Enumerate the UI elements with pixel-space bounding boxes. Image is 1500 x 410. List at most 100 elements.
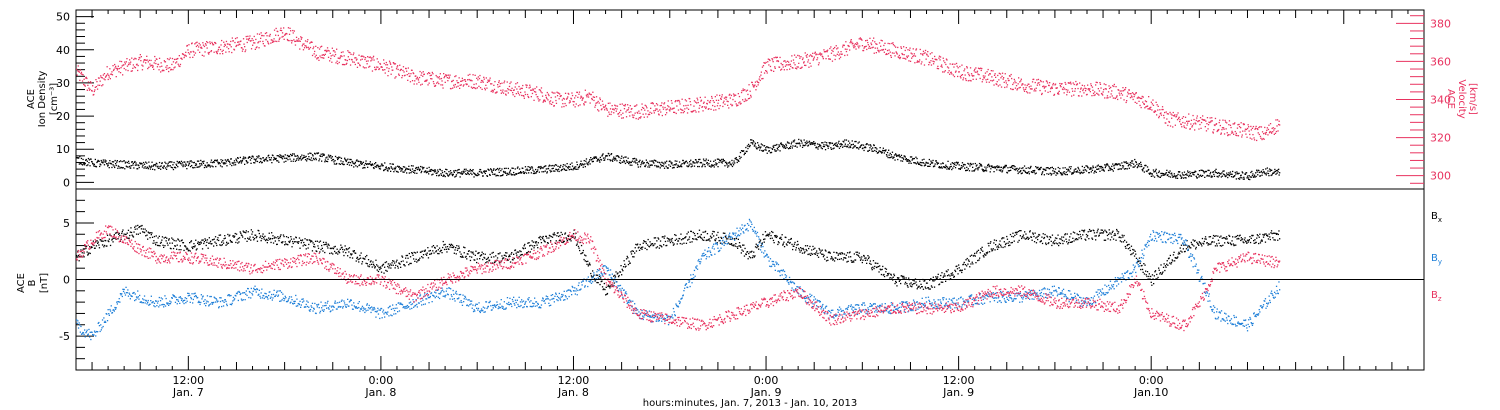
- data-point-ion-density: [843, 145, 845, 147]
- data-point-velocity: [272, 40, 274, 42]
- data-point-ion-density: [234, 164, 237, 166]
- data-point-ion-density: [180, 163, 182, 165]
- data-point-velocity: [714, 105, 716, 108]
- data-point-velocity: [757, 81, 759, 83]
- data-point-velocity: [506, 90, 508, 92]
- data-point-ion-density: [960, 165, 963, 167]
- data-point-ion-density: [608, 153, 610, 155]
- data-point-bx: [121, 231, 123, 233]
- data-point-velocity: [952, 63, 954, 65]
- data-point-velocity: [1023, 89, 1025, 91]
- data-point-ion-density: [365, 160, 367, 162]
- data-point-ion-density: [566, 169, 568, 171]
- data-point-velocity: [144, 59, 146, 61]
- data-point-ion-density: [713, 160, 715, 162]
- data-point-velocity: [539, 99, 541, 101]
- data-point-ion-density: [705, 160, 707, 162]
- data-point-ion-density: [1166, 174, 1168, 177]
- data-point-velocity: [175, 62, 177, 64]
- data-point-velocity: [623, 108, 626, 110]
- data-point-velocity: [528, 96, 530, 99]
- data-point-velocity: [1167, 124, 1169, 127]
- data-point-velocity: [1258, 126, 1260, 129]
- data-point-velocity: [789, 63, 791, 65]
- data-point-velocity: [1142, 101, 1144, 103]
- data-point-ion-density: [1139, 165, 1141, 168]
- data-point-velocity: [990, 70, 992, 72]
- data-point-velocity: [397, 65, 399, 67]
- data-point-ion-density: [852, 143, 854, 145]
- data-point-ion-density: [531, 166, 533, 168]
- data-point-ion-density: [777, 146, 780, 148]
- data-point-bx: [105, 240, 107, 242]
- data-point-velocity: [1041, 92, 1043, 95]
- data-point-ion-density: [456, 170, 458, 172]
- data-point-velocity: [509, 82, 511, 85]
- data-point-ion-density: [714, 164, 716, 166]
- data-point-velocity: [656, 108, 658, 110]
- data-point-velocity: [939, 59, 941, 61]
- bottom-left-tick-label: -5: [59, 330, 70, 343]
- data-point-ion-density: [988, 163, 990, 165]
- data-point-velocity: [822, 56, 824, 58]
- data-point-ion-density: [1154, 170, 1157, 172]
- data-point-ion-density: [271, 162, 273, 164]
- data-point-ion-density: [1176, 177, 1179, 179]
- data-point-ion-density: [1098, 165, 1101, 168]
- data-point-velocity: [504, 90, 506, 92]
- data-point-velocity: [1035, 90, 1037, 92]
- data-point-velocity: [411, 69, 413, 71]
- data-point-velocity: [473, 83, 475, 86]
- data-point-velocity: [350, 53, 352, 55]
- data-point-velocity: [538, 89, 540, 91]
- data-point-velocity: [571, 94, 574, 97]
- data-point-velocity: [1129, 97, 1132, 99]
- data-point-ion-density: [88, 162, 90, 164]
- data-point-ion-density: [817, 146, 820, 148]
- data-point-velocity: [288, 33, 291, 35]
- data-point-ion-density: [1120, 168, 1122, 170]
- data-point-ion-density: [750, 139, 752, 141]
- data-point-ion-density: [454, 169, 456, 172]
- data-point-ion-density: [85, 158, 87, 161]
- data-point-ion-density: [666, 160, 668, 162]
- data-point-velocity: [635, 117, 637, 120]
- data-point-velocity: [1020, 80, 1022, 82]
- data-point-velocity: [152, 66, 154, 68]
- data-point-velocity: [1197, 120, 1199, 122]
- data-point-velocity: [1019, 81, 1021, 83]
- data-point-velocity: [377, 61, 379, 63]
- data-point-ion-density: [721, 162, 723, 164]
- data-point-ion-density: [297, 156, 299, 158]
- data-point-velocity: [627, 109, 629, 111]
- data-point-velocity: [734, 94, 736, 96]
- data-point-velocity: [611, 105, 613, 107]
- data-point-ion-density: [935, 160, 937, 162]
- data-point-bx: [164, 245, 166, 247]
- data-point-velocity: [322, 54, 324, 56]
- data-point-ion-density: [1051, 173, 1053, 175]
- data-point-ion-density: [1062, 167, 1064, 169]
- data-point-velocity: [874, 47, 876, 49]
- data-point-ion-density: [1212, 171, 1214, 174]
- data-point-ion-density: [690, 159, 692, 161]
- data-point-ion-density: [1181, 172, 1183, 174]
- data-point-ion-density: [222, 162, 224, 164]
- data-point-ion-density: [1016, 167, 1018, 170]
- data-point-bx: [206, 241, 208, 243]
- data-point-ion-density: [1061, 172, 1063, 174]
- data-point-velocity: [1233, 123, 1235, 125]
- data-point-velocity: [172, 69, 174, 71]
- data-point-velocity: [1108, 85, 1110, 87]
- data-point-ion-density: [1126, 162, 1128, 164]
- data-point-ion-density: [263, 160, 266, 162]
- data-point-ion-density: [1039, 168, 1041, 171]
- data-point-velocity: [124, 61, 126, 63]
- data-point-velocity: [1237, 135, 1240, 137]
- data-point-ion-density: [1020, 170, 1022, 172]
- data-point-ion-density: [459, 176, 461, 178]
- data-point-velocity: [949, 63, 951, 65]
- data-point-ion-density: [644, 165, 646, 168]
- data-point-velocity: [1150, 106, 1152, 108]
- data-point-ion-density: [356, 159, 358, 161]
